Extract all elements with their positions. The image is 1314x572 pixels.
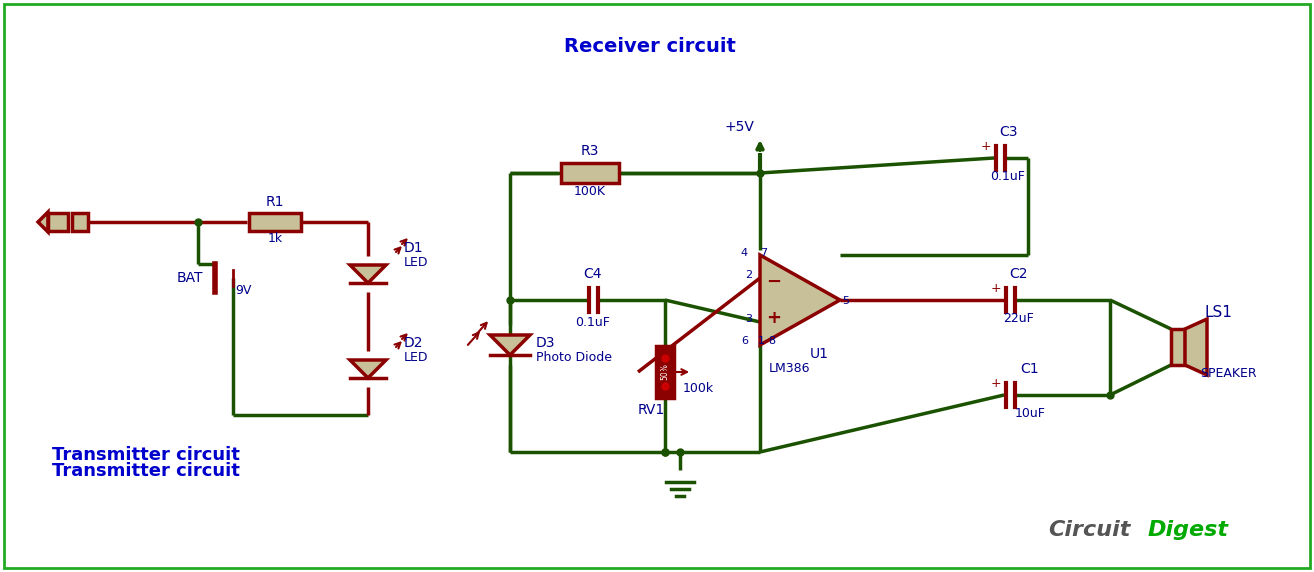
Text: R1: R1	[265, 195, 284, 209]
Text: Photo Diode: Photo Diode	[536, 351, 612, 364]
Text: Transmitter circuit: Transmitter circuit	[53, 446, 240, 464]
Text: RV1: RV1	[637, 403, 665, 417]
Text: 5: 5	[842, 296, 849, 306]
Text: 10uF: 10uF	[1014, 407, 1046, 420]
Text: D1: D1	[403, 241, 423, 255]
Text: D3: D3	[536, 336, 556, 350]
Text: 50%: 50%	[661, 364, 670, 380]
FancyBboxPatch shape	[248, 213, 301, 231]
Text: 22uF: 22uF	[1003, 312, 1033, 325]
Text: 1: 1	[758, 336, 765, 346]
Text: SPEAKER: SPEAKER	[1200, 367, 1256, 380]
FancyBboxPatch shape	[561, 163, 619, 183]
Polygon shape	[350, 360, 386, 378]
Text: 4: 4	[741, 248, 748, 258]
Text: +: +	[766, 309, 782, 327]
Text: 6: 6	[741, 336, 748, 346]
Text: 7: 7	[759, 248, 767, 258]
Text: BAT: BAT	[177, 271, 204, 285]
Polygon shape	[490, 335, 530, 355]
Polygon shape	[1185, 319, 1208, 375]
FancyBboxPatch shape	[49, 213, 68, 231]
Text: LS1: LS1	[1204, 305, 1233, 320]
Text: Receiver circuit: Receiver circuit	[564, 37, 736, 56]
Text: +: +	[991, 282, 1001, 295]
Polygon shape	[38, 212, 49, 232]
Text: Circuit: Circuit	[1049, 520, 1130, 540]
Text: LED: LED	[403, 351, 428, 364]
Text: D2: D2	[403, 336, 423, 350]
Text: +5V: +5V	[724, 120, 754, 134]
Text: C3: C3	[999, 125, 1017, 139]
FancyBboxPatch shape	[1171, 329, 1185, 365]
FancyBboxPatch shape	[656, 346, 674, 398]
FancyBboxPatch shape	[72, 213, 88, 231]
Text: Transmitter circuit: Transmitter circuit	[53, 462, 240, 480]
Text: R3: R3	[581, 144, 599, 158]
Text: 9V: 9V	[235, 284, 251, 297]
Text: 0.1uF: 0.1uF	[991, 170, 1025, 183]
Polygon shape	[759, 255, 840, 345]
Text: LED: LED	[403, 256, 428, 269]
Text: U1: U1	[809, 347, 829, 361]
Text: 2: 2	[745, 270, 752, 280]
Text: 1k: 1k	[268, 232, 283, 245]
Text: +: +	[980, 140, 991, 153]
Text: C2: C2	[1009, 267, 1028, 281]
Text: LM386: LM386	[769, 362, 811, 375]
Text: −: −	[766, 273, 782, 291]
Text: 100k: 100k	[683, 382, 714, 395]
Text: Digest: Digest	[1148, 520, 1229, 540]
Text: 8: 8	[767, 336, 775, 346]
Polygon shape	[350, 265, 386, 283]
Text: +: +	[991, 377, 1001, 390]
Text: 0.1uF: 0.1uF	[576, 316, 611, 329]
Text: 3: 3	[745, 314, 752, 324]
Text: C1: C1	[1021, 362, 1039, 376]
Text: 100K: 100K	[574, 185, 606, 198]
Text: C4: C4	[583, 267, 602, 281]
